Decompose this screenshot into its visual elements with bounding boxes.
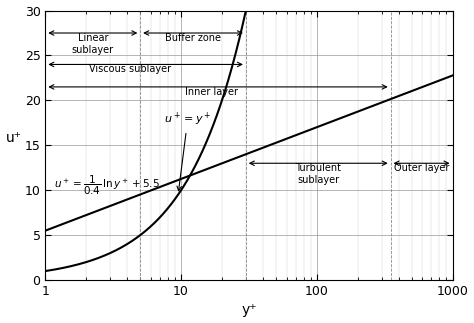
Text: Turbulent
sublayer: Turbulent sublayer (295, 163, 341, 185)
Text: Linear
sublayer: Linear sublayer (72, 33, 114, 55)
Text: Inner layer: Inner layer (184, 87, 237, 97)
Text: Viscous sublayer: Viscous sublayer (89, 65, 171, 74)
Text: Buffer zone: Buffer zone (165, 33, 221, 43)
Text: Outer layer: Outer layer (394, 163, 449, 173)
X-axis label: y⁺: y⁺ (241, 303, 257, 318)
Text: $u^+ = y^+$: $u^+ = y^+$ (164, 111, 211, 191)
Text: $u^+ = \dfrac{1}{0.4}\,\mathrm{ln}\,y^+ + 5.5$: $u^+ = \dfrac{1}{0.4}\,\mathrm{ln}\,y^+ … (54, 174, 160, 197)
Y-axis label: u⁺: u⁺ (6, 131, 21, 145)
